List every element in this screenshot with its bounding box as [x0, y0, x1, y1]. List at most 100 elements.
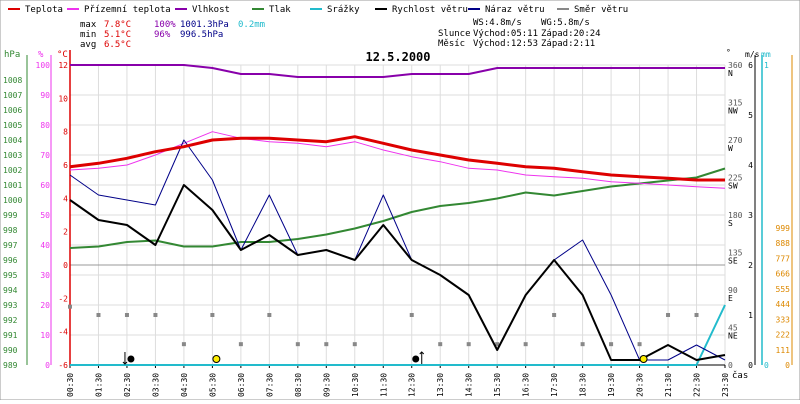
x-tick-label: 15:30: [493, 373, 502, 397]
tick-label-pct: 10: [40, 331, 50, 340]
wind-direction-point: [295, 342, 300, 347]
x-tick-label: 10:30: [351, 373, 360, 397]
tick-label-wm2: 777: [776, 254, 791, 263]
tick-label-compass: NE: [728, 332, 738, 341]
x-tick-label: 01:30: [94, 373, 103, 397]
stat-temp: 7.8°C: [104, 20, 131, 30]
tick-label-ms: 5: [748, 111, 753, 120]
axis-label-dir: °: [726, 48, 731, 57]
wind-direction-point: [68, 304, 72, 309]
tick-label-compass: SW: [728, 182, 738, 191]
x-tick-label: 13:30: [436, 373, 445, 397]
x-tick-label: 11:30: [379, 373, 388, 397]
x-tick-label: 04:30: [180, 373, 189, 397]
x-tick-label: 23:30: [721, 373, 730, 397]
x-tick-label: 19:30: [607, 373, 616, 397]
wind-direction-point: [609, 342, 614, 347]
tick-label-pct: 0: [45, 361, 50, 370]
tick-label-dir: 270: [728, 136, 743, 145]
stat-temp: 5.1°C: [104, 30, 131, 40]
tick-label-compass: N: [728, 69, 733, 78]
wind-direction-point: [523, 342, 528, 347]
tick-label-hpa: 997: [3, 241, 18, 250]
wind-direction-point: [580, 342, 585, 347]
tick-label-wm2: 999: [776, 224, 791, 233]
tick-label-dir: 45: [728, 324, 738, 333]
tick-label-compass: W: [728, 144, 733, 153]
tick-label-wm2: 666: [776, 270, 791, 279]
axis-label-pct: %: [38, 50, 44, 60]
stat-rain: 0.2mm: [238, 20, 265, 30]
tick-label-degc: 10: [58, 94, 68, 103]
sun-label: Slunce: [438, 29, 471, 39]
legend-label: Směr větru: [574, 5, 628, 15]
axis-label-mm: mm: [761, 50, 771, 59]
stat-label: max: [80, 20, 97, 30]
stat-label: avg: [80, 40, 96, 50]
axis-label-ms: m/s: [745, 50, 760, 59]
series-line-rain: [70, 304, 726, 366]
tick-label-wm2: 0: [785, 361, 790, 370]
tick-label-ms: 1: [748, 311, 753, 320]
tick-label-hpa: 990: [3, 346, 18, 355]
sun-rise-marker: [212, 355, 221, 363]
tick-label-dir: 135: [728, 249, 743, 258]
tick-label-ms: 3: [748, 211, 753, 220]
x-tick-label: 08:30: [294, 373, 303, 397]
tick-label-degc: -6: [58, 361, 68, 370]
tick-label-degc: 8: [63, 128, 68, 137]
tick-label-compass: E: [728, 294, 733, 303]
tick-label-hpa: 992: [3, 316, 18, 325]
tick-label-degc: 4: [63, 194, 68, 203]
tick-label-mm: 0: [764, 361, 769, 370]
wind-direction-point: [267, 313, 272, 317]
stat-label: min: [80, 30, 96, 40]
wind-direction-point: [181, 342, 186, 347]
x-tick-label: 22:30: [693, 373, 702, 397]
tick-label-degc: 2: [63, 228, 68, 237]
wind-gust-summary: WG:5.8m/s: [541, 18, 590, 28]
wind-direction-point: [238, 342, 243, 347]
tick-label-hpa: 998: [3, 226, 18, 235]
x-tick-label: 05:30: [208, 373, 217, 397]
x-tick-label: 18:30: [579, 373, 588, 397]
tick-label-compass: S: [728, 219, 733, 228]
x-axis-label: čas: [732, 370, 748, 381]
moon-rise-marker: [412, 355, 420, 363]
x-tick-label: 03:30: [151, 373, 160, 397]
tick-label-pct: 100: [36, 61, 51, 70]
x-tick-label: 14:30: [465, 373, 474, 397]
legend-label: Srážky: [327, 5, 360, 15]
tick-label-degc: 0: [63, 261, 68, 270]
tick-label-hpa: 1008: [3, 76, 22, 85]
sunrise-time: Východ:05:11: [473, 29, 538, 39]
wind-direction-point: [124, 313, 129, 317]
moon-set-arrow-head: [122, 361, 128, 365]
stat-humidity: 96%: [154, 30, 171, 40]
tick-label-dir: 315: [728, 99, 743, 108]
wind-direction-point: [438, 342, 443, 347]
wind-direction-point: [552, 313, 557, 317]
tick-label-ms: 6: [748, 61, 753, 70]
tick-label-pct: 30: [40, 271, 50, 280]
legend-label: Náraz větru: [485, 5, 545, 15]
axis-label-hpa: hPa: [4, 50, 20, 60]
moonrise-time: Východ:12:53: [473, 39, 538, 49]
wind-direction-point: [210, 313, 215, 317]
moon-label: Měsíc: [438, 39, 465, 49]
moon-set-marker: [127, 355, 135, 363]
x-tick-label: 17:30: [550, 373, 559, 397]
wind-direction-point: [96, 313, 101, 317]
tick-label-degc: -2: [58, 294, 68, 303]
tick-label-dir: 0: [728, 361, 733, 370]
tick-label-pct: 20: [40, 301, 50, 310]
legend-label: Tlak: [269, 5, 291, 15]
sun-set-marker: [639, 355, 648, 363]
tick-label-pct: 50: [40, 211, 50, 220]
tick-label-hpa: 1003: [3, 151, 22, 160]
stat-temp: 6.5°C: [104, 40, 131, 50]
wind-direction-point: [666, 313, 671, 317]
wind-direction-point: [694, 313, 699, 317]
